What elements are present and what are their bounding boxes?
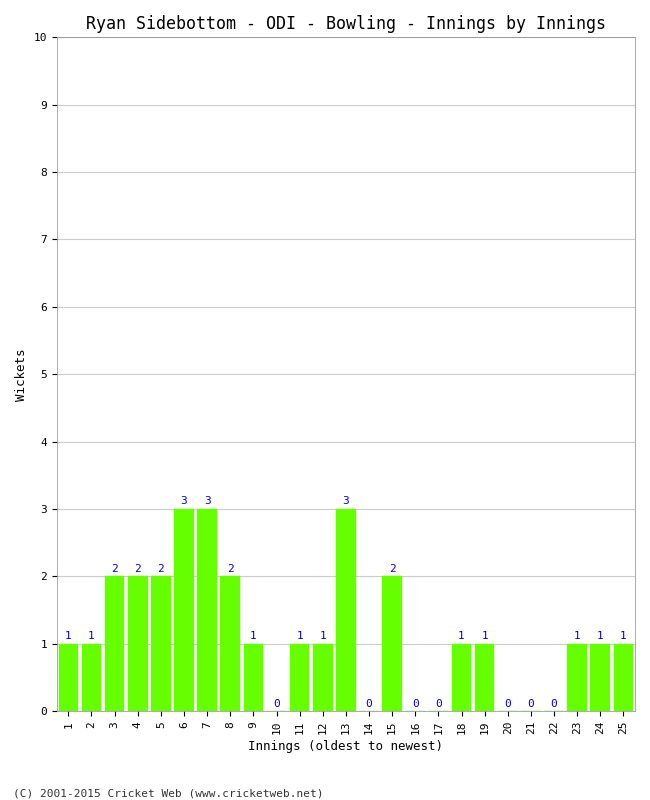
Y-axis label: Wickets: Wickets bbox=[15, 348, 28, 401]
Text: 3: 3 bbox=[203, 496, 211, 506]
Text: 3: 3 bbox=[181, 496, 187, 506]
Bar bbox=[244, 644, 263, 711]
Bar bbox=[590, 644, 610, 711]
Bar bbox=[382, 577, 402, 711]
Bar bbox=[128, 577, 148, 711]
Bar bbox=[336, 509, 356, 711]
Title: Ryan Sidebottom - ODI - Bowling - Innings by Innings: Ryan Sidebottom - ODI - Bowling - Inning… bbox=[86, 15, 606, 33]
Text: 2: 2 bbox=[227, 564, 233, 574]
Text: 0: 0 bbox=[366, 698, 372, 709]
Text: 2: 2 bbox=[389, 564, 395, 574]
Text: 1: 1 bbox=[458, 631, 465, 641]
Text: 1: 1 bbox=[88, 631, 95, 641]
Bar bbox=[313, 644, 333, 711]
Text: 0: 0 bbox=[273, 698, 280, 709]
Text: 2: 2 bbox=[157, 564, 164, 574]
Bar bbox=[105, 577, 124, 711]
Text: 0: 0 bbox=[551, 698, 558, 709]
Bar bbox=[151, 577, 171, 711]
X-axis label: Innings (oldest to newest): Innings (oldest to newest) bbox=[248, 740, 443, 753]
Bar bbox=[567, 644, 587, 711]
Text: 1: 1 bbox=[481, 631, 488, 641]
Text: 1: 1 bbox=[574, 631, 580, 641]
Text: 1: 1 bbox=[620, 631, 627, 641]
Bar bbox=[58, 644, 78, 711]
Bar bbox=[82, 644, 101, 711]
Text: 3: 3 bbox=[343, 496, 349, 506]
Text: 1: 1 bbox=[296, 631, 303, 641]
Text: 1: 1 bbox=[597, 631, 604, 641]
Bar bbox=[452, 644, 471, 711]
Bar bbox=[220, 577, 240, 711]
Bar bbox=[614, 644, 633, 711]
Text: (C) 2001-2015 Cricket Web (www.cricketweb.net): (C) 2001-2015 Cricket Web (www.cricketwe… bbox=[13, 788, 324, 798]
Bar bbox=[198, 509, 217, 711]
Text: 0: 0 bbox=[435, 698, 442, 709]
Bar bbox=[475, 644, 495, 711]
Text: 1: 1 bbox=[65, 631, 72, 641]
Text: 2: 2 bbox=[135, 564, 141, 574]
Text: 2: 2 bbox=[111, 564, 118, 574]
Bar bbox=[290, 644, 309, 711]
Text: 1: 1 bbox=[250, 631, 257, 641]
Text: 0: 0 bbox=[412, 698, 419, 709]
Text: 1: 1 bbox=[319, 631, 326, 641]
Text: 0: 0 bbox=[504, 698, 511, 709]
Text: 0: 0 bbox=[528, 698, 534, 709]
Bar bbox=[174, 509, 194, 711]
